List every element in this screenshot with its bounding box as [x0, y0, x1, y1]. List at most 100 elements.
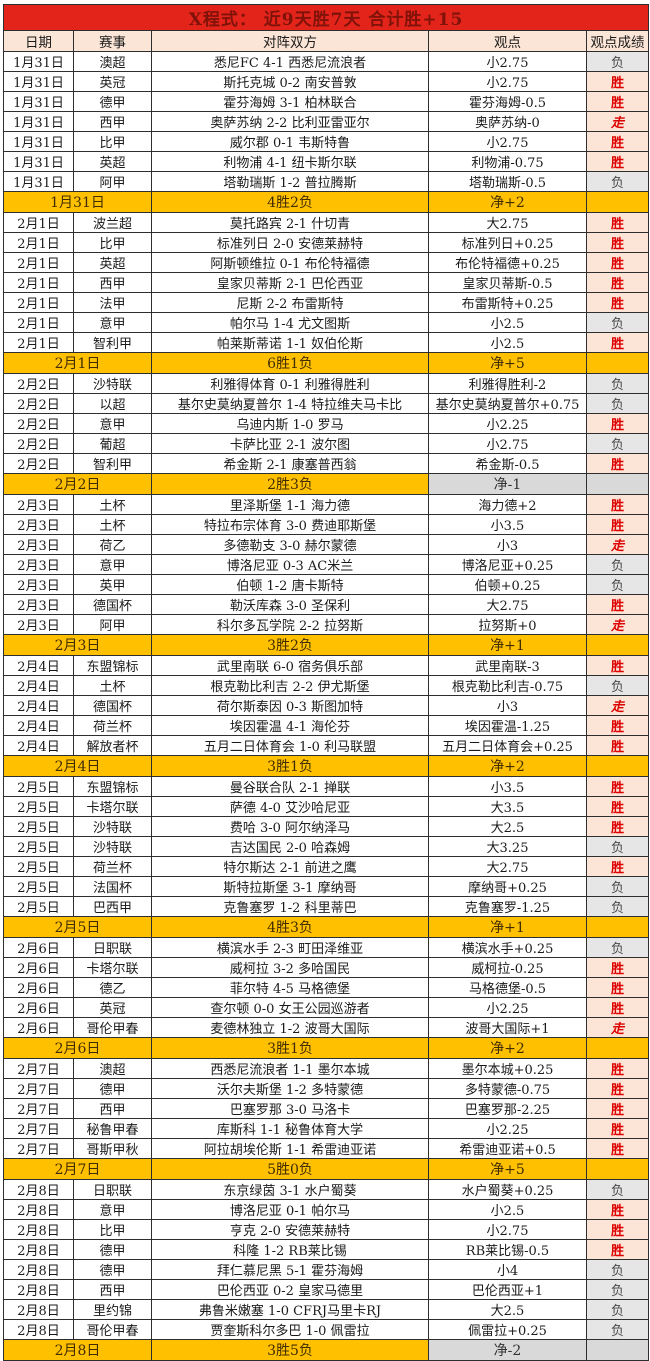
view-cell: 小4	[428, 1259, 587, 1280]
date-cell: 2月5日	[3, 896, 74, 917]
result-cell: 胜	[585, 252, 650, 273]
summary-record-cell: 4胜2负	[151, 191, 429, 213]
summary-net-cell: 净+2	[428, 1037, 587, 1059]
summary-result-cell	[585, 1037, 650, 1059]
table-row: 2月3日 英甲 伯顿 1-2 唐卡斯特 伯顿+0.25 负	[3, 574, 650, 595]
table-row: 2月7日 秘鲁甲春 库斯科 1-1 秘鲁体育大学 小2.25 胜	[3, 1118, 650, 1139]
table-body: 1月31日 澳超 悉尼FC 4-1 西悉尼流浪者 小2.75 负 1月31日 英冠 斯托克城 …	[3, 51, 650, 1361]
view-cell: 大2.75	[428, 594, 587, 615]
view-cell: 小2.75	[428, 51, 587, 72]
result-cell: 胜	[585, 1118, 650, 1139]
league-cell: 里约锦	[73, 1299, 152, 1320]
result-cell: 负	[585, 1259, 650, 1280]
date-cell: 2月1日	[3, 232, 74, 253]
summary-net-cell: 净+2	[428, 755, 587, 777]
result-cell: 胜	[585, 655, 650, 676]
view-cell: 大2.75	[428, 212, 587, 233]
result-cell: 胜	[585, 957, 650, 978]
date-cell: 2月2日	[3, 413, 74, 434]
result-cell: 胜	[585, 856, 650, 877]
view-cell: 五月二日体育会+0.25	[428, 735, 587, 756]
table-row: 2月1日 波兰超 莫托路宾 2-1 什切青 大2.75 胜	[3, 212, 650, 233]
view-cell: 拉努斯+0	[428, 614, 587, 635]
league-cell: 土杯	[73, 514, 152, 535]
match-cell: 巴伦西亚 0-2 皇家马德里	[151, 1279, 429, 1300]
date-cell: 1月31日	[3, 91, 74, 112]
view-cell: 利雅得胜利-2	[428, 373, 587, 394]
table-row: 2月1日 法甲 尼斯 2-2 布雷斯特 布雷斯特+0.25 胜	[3, 292, 650, 313]
view-cell: 小2.75	[428, 71, 587, 92]
date-cell: 2月1日	[3, 312, 74, 333]
summary-record-cell: 3胜2负	[151, 634, 429, 656]
summary-result-cell	[585, 634, 650, 656]
result-cell: 胜	[585, 776, 650, 797]
league-cell: 德甲	[73, 1259, 152, 1280]
view-cell: 标准列日+0.25	[428, 232, 587, 253]
date-cell: 2月1日	[3, 252, 74, 273]
view-cell: 利物浦-0.75	[428, 151, 587, 172]
match-cell: 斯特拉斯堡 3-1 摩纳哥	[151, 876, 429, 897]
column-header-date: 日期	[3, 30, 74, 52]
table-row: 2月8日 里约锦 弗鲁米嫩塞 1-0 CFRJ马里卡RJ 大2.5 负	[3, 1299, 650, 1320]
summary-date-cell: 2月2日	[3, 473, 152, 495]
table-row: 2月5日 法国杯 斯特拉斯堡 3-1 摩纳哥 摩纳哥+0.25 负	[3, 876, 650, 897]
result-cell: 负	[585, 312, 650, 333]
date-cell: 2月7日	[3, 1058, 74, 1079]
match-cell: 勒沃库森 3-0 圣保利	[151, 594, 429, 615]
table-row: 2月8日 哥伦甲春 贾奎斯科尔多巴 1-0 佩雷拉 佩雷拉+0.25 负	[3, 1319, 650, 1340]
match-cell: 武里南联 6-0 宿务俱乐部	[151, 655, 429, 676]
view-cell: 佩雷拉+0.25	[428, 1319, 587, 1340]
summary-result-cell	[585, 1158, 650, 1180]
view-cell: 小2.5	[428, 332, 587, 353]
date-cell: 2月7日	[3, 1138, 74, 1159]
result-cell: 胜	[585, 332, 650, 353]
date-cell: 1月31日	[3, 71, 74, 92]
date-cell: 2月3日	[3, 614, 74, 635]
view-cell: 小2.5	[428, 1199, 587, 1220]
summary-row: 1月31日 4胜2负 净+2	[3, 191, 650, 213]
match-cell: 弗鲁米嫩塞 1-0 CFRJ马里卡RJ	[151, 1299, 429, 1320]
league-cell: 日职联	[73, 1179, 152, 1200]
summary-net-cell: 净+5	[428, 352, 587, 374]
date-cell: 2月6日	[3, 957, 74, 978]
league-cell: 哥伦甲春	[73, 1017, 152, 1038]
match-cell: 斯托克城 0-2 南安普敦	[151, 71, 429, 92]
summary-result-cell	[585, 473, 650, 495]
summary-date-cell: 2月3日	[3, 634, 152, 656]
view-cell: 水户蜀葵+0.25	[428, 1179, 587, 1200]
league-cell: 英冠	[73, 997, 152, 1018]
league-cell: 西甲	[73, 111, 152, 132]
match-cell: 阿斯顿维拉 0-1 布伦特福德	[151, 252, 429, 273]
date-cell: 2月1日	[3, 212, 74, 233]
result-cell: 负	[585, 937, 650, 958]
league-cell: 澳超	[73, 1058, 152, 1079]
view-cell: 威柯拉-0.25	[428, 957, 587, 978]
view-cell: 布伦特福德+0.25	[428, 252, 587, 273]
summary-record-cell: 6胜1负	[151, 352, 429, 374]
league-cell: 卡塔尔联	[73, 957, 152, 978]
match-cell: 贾奎斯科尔多巴 1-0 佩雷拉	[151, 1319, 429, 1340]
table-row: 2月6日 哥伦甲春 麦德林独立 1-2 波哥大国际 波哥大国际+1 走	[3, 1017, 650, 1038]
match-cell: 利物浦 4-1 纽卡斯尔联	[151, 151, 429, 172]
result-cell: 负	[585, 836, 650, 857]
result-cell: 负	[585, 1279, 650, 1300]
match-cell: 根克勒比利吉 2-2 伊尤斯堡	[151, 675, 429, 696]
date-cell: 2月7日	[3, 1078, 74, 1099]
match-cell: 拜仁慕尼黑 5-1 霍芬海姆	[151, 1259, 429, 1280]
summary-result-cell	[585, 1339, 650, 1361]
view-cell: 小2.25	[428, 997, 587, 1018]
date-cell: 2月4日	[3, 735, 74, 756]
view-cell: 武里南联-3	[428, 655, 587, 676]
view-cell: 皇家贝蒂斯-0.5	[428, 272, 587, 293]
date-cell: 2月3日	[3, 554, 74, 575]
table-row: 2月7日 澳超 西悉尼流浪者 1-1 墨尔本城 墨尔本城+0.25 胜	[3, 1058, 650, 1079]
league-cell: 沙特联	[73, 836, 152, 857]
summary-row: 2月2日 2胜3负 净-1	[3, 473, 650, 495]
summary-result-cell	[585, 191, 650, 213]
view-cell: 巴塞罗那-2.25	[428, 1098, 587, 1119]
date-cell: 2月5日	[3, 876, 74, 897]
table-row: 2月5日 巴西甲 克鲁塞罗 1-2 科里蒂巴 克鲁塞罗-1.25 负	[3, 896, 650, 917]
table-row: 2月7日 德甲 沃尔夫斯堡 1-2 多特蒙德 多特蒙德-0.75 胜	[3, 1078, 650, 1099]
league-cell: 德国杯	[73, 695, 152, 716]
table-row: 2月2日 意甲 乌迪内斯 1-0 罗马 小2.25 胜	[3, 413, 650, 434]
